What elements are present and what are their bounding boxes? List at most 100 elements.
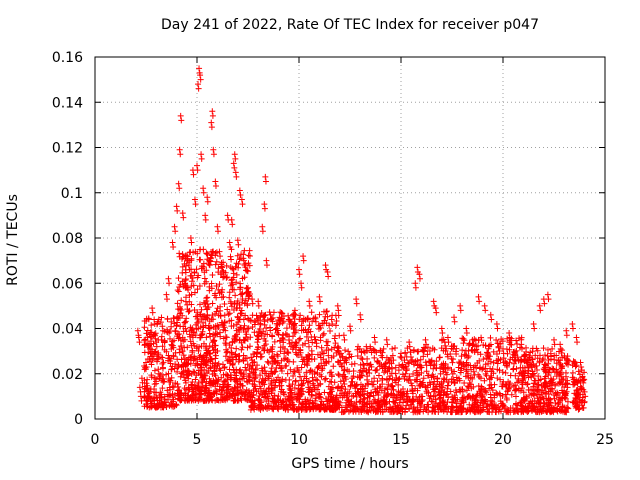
data-point	[180, 323, 187, 330]
data-point	[148, 404, 155, 411]
data-point	[500, 345, 506, 352]
data-point	[237, 192, 244, 199]
data-point	[542, 362, 549, 369]
data-point	[223, 384, 230, 391]
data-point	[506, 334, 513, 341]
data-point	[512, 357, 519, 364]
data-point	[349, 375, 356, 382]
data-point	[222, 333, 229, 340]
data-point	[232, 397, 239, 404]
data-point	[191, 329, 198, 336]
data-point	[152, 332, 159, 339]
data-point	[578, 399, 585, 406]
data-point	[383, 406, 390, 413]
data-point	[532, 352, 539, 359]
data-point	[398, 350, 404, 357]
data-point	[485, 408, 492, 415]
data-point	[384, 341, 391, 348]
data-point	[176, 303, 183, 310]
data-point	[322, 262, 329, 269]
data-point	[278, 309, 285, 316]
data-point	[312, 314, 319, 321]
data-point	[406, 339, 413, 346]
data-point	[413, 376, 420, 383]
data-point	[207, 364, 214, 371]
data-point	[244, 325, 251, 332]
data-point	[439, 336, 446, 343]
y-tick-label: 0.12	[52, 141, 83, 157]
data-point	[163, 348, 170, 355]
data-point	[482, 342, 489, 349]
data-point	[482, 361, 489, 368]
data-point	[535, 377, 542, 384]
data-point	[198, 343, 205, 350]
data-point	[376, 404, 383, 411]
data-point	[195, 380, 202, 387]
data-point	[338, 384, 345, 391]
data-point	[216, 329, 223, 336]
data-point	[504, 388, 511, 395]
data-point	[420, 348, 427, 355]
data-point	[202, 359, 209, 366]
data-point	[316, 405, 323, 412]
data-point	[204, 251, 211, 258]
data-point	[461, 380, 468, 387]
data-point	[474, 391, 481, 398]
data-point	[389, 352, 396, 359]
data-point	[504, 407, 511, 414]
data-point	[166, 280, 173, 287]
data-point	[430, 365, 437, 372]
data-point	[193, 266, 200, 273]
data-point	[459, 405, 466, 412]
data-point	[466, 401, 473, 408]
data-point	[310, 400, 317, 407]
data-point	[454, 408, 461, 415]
data-point	[398, 354, 405, 361]
data-point	[569, 320, 576, 327]
data-point	[581, 388, 588, 395]
data-point	[415, 371, 422, 378]
data-point	[545, 372, 552, 379]
data-point	[229, 339, 236, 346]
data-point	[316, 391, 323, 398]
data-point	[267, 324, 274, 331]
data-point	[564, 357, 571, 364]
data-point	[322, 405, 329, 412]
data-point	[298, 327, 305, 334]
data-point	[540, 345, 547, 352]
data-point	[430, 373, 437, 380]
data-point	[393, 394, 400, 401]
data-point	[197, 256, 204, 263]
data-point	[276, 362, 283, 369]
data-point	[232, 372, 239, 379]
data-point	[306, 322, 313, 329]
data-point	[224, 376, 231, 383]
data-point	[175, 275, 182, 282]
data-point	[425, 401, 432, 408]
data-point	[243, 386, 250, 393]
data-point	[179, 369, 186, 376]
data-point	[283, 362, 290, 369]
data-point	[573, 404, 580, 411]
data-point	[235, 353, 242, 360]
data-point	[411, 361, 418, 368]
data-point	[241, 322, 248, 329]
data-point	[448, 376, 455, 383]
data-point	[490, 348, 497, 355]
data-point	[216, 365, 223, 372]
data-point	[440, 368, 447, 375]
data-point	[269, 343, 276, 350]
data-point	[255, 328, 262, 335]
data-point	[361, 365, 368, 372]
data-point	[518, 345, 525, 352]
data-point	[329, 320, 336, 327]
data-point	[254, 332, 261, 339]
data-point	[298, 377, 305, 384]
x-tick-label: 10	[290, 432, 308, 448]
data-point	[315, 364, 322, 371]
data-point	[146, 331, 153, 338]
data-point	[205, 393, 212, 400]
data-point	[153, 376, 160, 383]
data-point	[223, 341, 230, 348]
data-point	[570, 399, 577, 406]
